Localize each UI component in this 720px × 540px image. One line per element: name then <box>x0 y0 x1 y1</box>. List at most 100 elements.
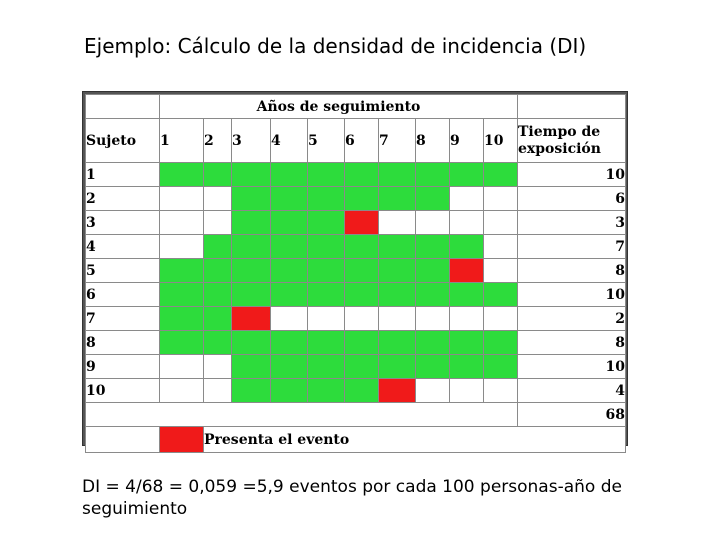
subject-header: Sujeto <box>85 118 160 163</box>
empty-year-cell <box>449 378 484 403</box>
empty-year-cell <box>415 210 450 235</box>
followed-year-cell <box>203 306 232 331</box>
followed-year-cell <box>203 258 232 283</box>
empty-year-cell <box>270 306 308 331</box>
exposure-time: 10 <box>517 354 626 379</box>
exposure-time: 2 <box>517 306 626 331</box>
subject-id: 1 <box>85 162 160 187</box>
empty-year-cell <box>449 186 484 211</box>
followed-year-cell <box>159 330 204 355</box>
total-row-spacer <box>85 402 518 427</box>
empty-year-cell <box>483 306 518 331</box>
legend-swatch <box>159 426 204 453</box>
followed-year-cell <box>270 330 308 355</box>
exposure-header-line2: exposición <box>518 140 601 157</box>
followed-year-cell <box>231 378 271 403</box>
followed-year-cell <box>415 354 450 379</box>
followed-year-cell <box>231 258 271 283</box>
followed-year-cell <box>270 378 308 403</box>
followed-year-cell <box>307 330 345 355</box>
subject-id: 6 <box>85 282 160 307</box>
legend-label: Presenta el evento <box>203 426 626 453</box>
followed-year-cell <box>231 354 271 379</box>
followed-year-cell <box>270 162 308 187</box>
followed-year-cell <box>231 330 271 355</box>
event-year-cell <box>378 378 416 403</box>
subject-id: 5 <box>85 258 160 283</box>
subject-id: 8 <box>85 330 160 355</box>
followed-year-cell <box>449 162 484 187</box>
empty-year-cell <box>203 378 232 403</box>
empty-year-cell <box>483 258 518 283</box>
followed-year-cell <box>231 162 271 187</box>
exposure-time: 8 <box>517 330 626 355</box>
followed-year-cell <box>344 162 379 187</box>
followed-year-cell <box>415 258 450 283</box>
followed-year-cell <box>270 258 308 283</box>
year-header: 3 <box>231 118 271 163</box>
subject-id: 10 <box>85 378 160 403</box>
legend-spacer <box>85 426 160 453</box>
exposure-time: 10 <box>517 162 626 187</box>
followed-year-cell <box>378 234 416 259</box>
page-title: Ejemplo: Cálculo de la densidad de incid… <box>84 34 587 58</box>
followed-year-cell <box>203 234 232 259</box>
followed-year-cell <box>307 186 345 211</box>
followed-year-cell <box>483 282 518 307</box>
followed-year-cell <box>203 330 232 355</box>
empty-year-cell <box>159 210 204 235</box>
followed-year-cell <box>415 330 450 355</box>
empty-year-cell <box>203 210 232 235</box>
followed-year-cell <box>159 258 204 283</box>
followed-year-cell <box>307 210 345 235</box>
year-header: 9 <box>449 118 484 163</box>
followed-year-cell <box>344 354 379 379</box>
empty-year-cell <box>483 378 518 403</box>
empty-year-cell <box>415 306 450 331</box>
followed-year-cell <box>270 186 308 211</box>
empty-year-cell <box>159 186 204 211</box>
incidence-density-formula: DI = 4/68 = 0,059 =5,9 eventos por cada … <box>82 477 622 519</box>
subject-row: 1 10 <box>85 162 626 187</box>
empty-year-cell <box>483 186 518 211</box>
followed-year-cell <box>344 234 379 259</box>
subject-id: 2 <box>85 186 160 211</box>
followed-year-cell <box>231 186 271 211</box>
empty-year-cell <box>344 306 379 331</box>
exposure-time: 8 <box>517 258 626 283</box>
followed-year-cell <box>307 282 345 307</box>
year-header: 6 <box>344 118 379 163</box>
total-exposure: 68 <box>517 402 626 427</box>
followed-year-cell <box>307 354 345 379</box>
year-header: 2 <box>203 118 232 163</box>
followed-year-cell <box>307 162 345 187</box>
event-year-cell <box>449 258 484 283</box>
followed-year-cell <box>344 258 379 283</box>
followed-year-cell <box>231 234 271 259</box>
followed-year-cell <box>307 258 345 283</box>
year-header: 5 <box>307 118 345 163</box>
empty-year-cell <box>307 306 345 331</box>
followed-year-cell <box>159 282 204 307</box>
empty-year-cell <box>415 378 450 403</box>
followed-year-cell <box>483 330 518 355</box>
followed-year-cell <box>231 210 271 235</box>
subject-row: 9 10 <box>85 354 626 379</box>
years-header: Años de seguimiento <box>159 94 518 119</box>
year-header: 7 <box>378 118 416 163</box>
exposure-time: 3 <box>517 210 626 235</box>
year-header: 8 <box>415 118 450 163</box>
followed-year-cell <box>378 162 416 187</box>
followed-year-cell <box>449 234 484 259</box>
empty-year-cell <box>159 234 204 259</box>
exposure-time: 4 <box>517 378 626 403</box>
exposure-header-line1: Tiempo de <box>518 124 601 141</box>
followed-year-cell <box>483 162 518 187</box>
followed-year-cell <box>449 330 484 355</box>
year-header: 4 <box>270 118 308 163</box>
followed-year-cell <box>270 282 308 307</box>
